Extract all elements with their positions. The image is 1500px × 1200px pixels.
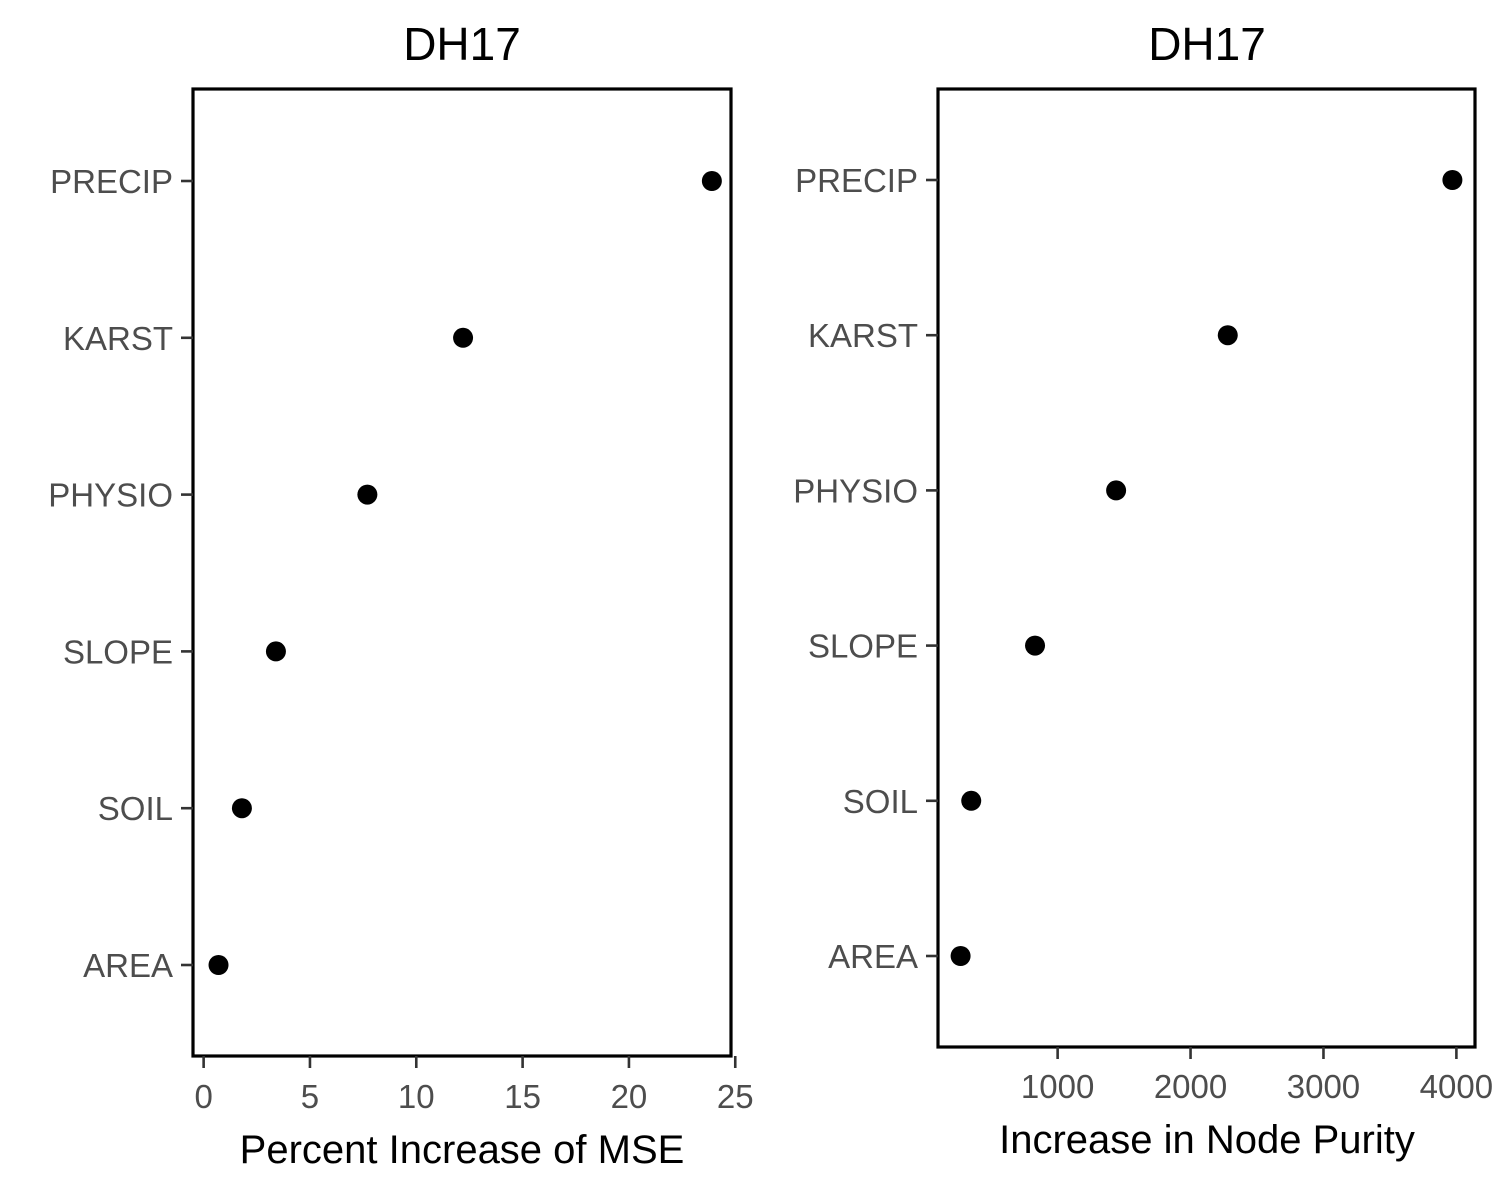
y-tick-label: KARST: [63, 320, 173, 357]
data-point: [265, 641, 286, 662]
x-tick-label: 3000: [1287, 1068, 1360, 1105]
data-point: [1106, 480, 1127, 501]
x-tick-label: 1000: [1021, 1068, 1094, 1105]
data-point: [961, 790, 982, 811]
plot-frame: [936, 87, 1477, 1049]
x-tick-label: 0: [194, 1078, 212, 1115]
data-point: [1217, 325, 1238, 346]
x-axis: 0 5 10 15 20 25: [194, 1056, 754, 1115]
y-tick-label: AREA: [828, 938, 918, 975]
y-tick-label: PHYSIO: [48, 477, 173, 514]
data-point: [231, 798, 252, 819]
y-tick-label: SOIL: [98, 790, 173, 827]
plot-frame: [191, 87, 733, 1058]
x-axis-title: Percent Increase of MSE: [240, 1128, 685, 1172]
y-tick-label: PRECIP: [795, 162, 918, 199]
x-tick-label: 15: [504, 1078, 541, 1115]
y-tick-label: AREA: [83, 947, 173, 984]
panel-node-purity: DH17 AREA SOIL SLOPE PHYSIO KARST PRECIP 1000…: [793, 18, 1493, 1162]
x-tick-label: 20: [611, 1078, 648, 1115]
data-point: [701, 171, 722, 191]
data-point: [1025, 635, 1046, 656]
panel-percent-increase-mse: DH17 AREA SOIL SLOPE PHYSIO KARST PRECIP 0 5 10…: [48, 18, 753, 1172]
x-axis: 1000 2000 3000 4000: [1021, 1047, 1493, 1105]
y-tick-label: PRECIP: [50, 163, 173, 200]
x-tick-label: 10: [398, 1078, 435, 1115]
data-point: [453, 327, 474, 348]
data-points: [208, 171, 722, 975]
data-point: [1442, 170, 1463, 190]
data-points: [950, 170, 1463, 966]
y-tick-label: KARST: [808, 317, 918, 354]
x-axis-title: Increase in Node Purity: [999, 1118, 1415, 1162]
data-point: [950, 946, 971, 966]
panel-title: DH17: [403, 18, 521, 70]
x-tick-label: 2000: [1154, 1068, 1227, 1105]
y-axis: AREA SOIL SLOPE PHYSIO KARST PRECIP: [793, 162, 938, 975]
panel-title: DH17: [1148, 18, 1266, 70]
y-tick-label: SLOPE: [63, 633, 173, 670]
y-tick-label: SLOPE: [808, 628, 918, 665]
y-tick-label: PHYSIO: [793, 472, 918, 509]
x-tick-label: 25: [717, 1078, 754, 1115]
data-point: [208, 955, 229, 975]
data-point: [357, 484, 378, 505]
x-tick-label: 4000: [1420, 1068, 1493, 1105]
y-axis: AREA SOIL SLOPE PHYSIO KARST PRECIP: [48, 163, 193, 984]
x-tick-label: 5: [301, 1078, 319, 1115]
y-tick-label: SOIL: [843, 783, 918, 820]
